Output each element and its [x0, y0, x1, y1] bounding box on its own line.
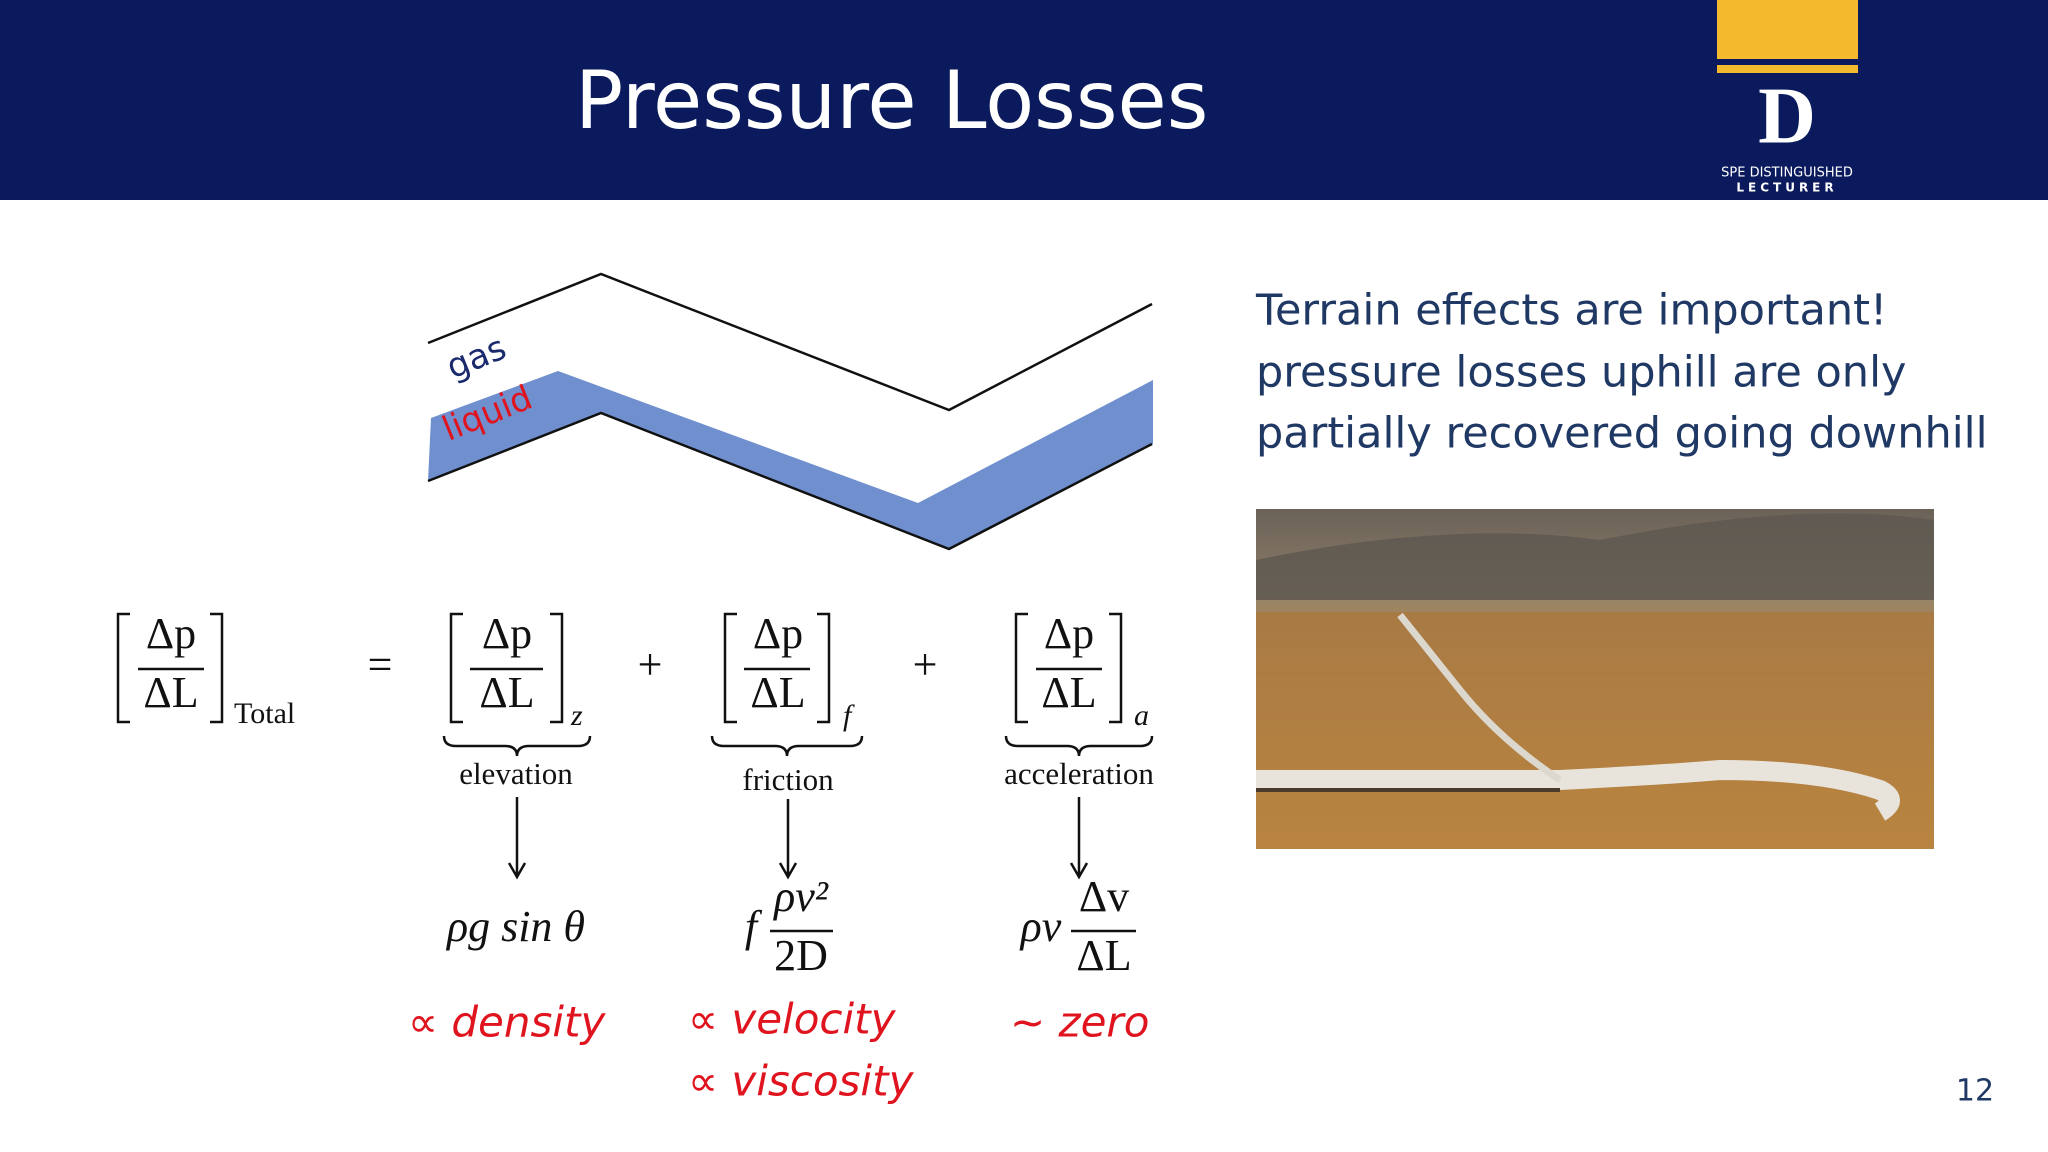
note: ∝ viscosity: [688, 1057, 915, 1106]
denominator: ΔL: [750, 668, 805, 717]
equals: =: [368, 640, 393, 689]
arrow: [507, 797, 527, 880]
slide-title: Pressure Losses: [575, 54, 1208, 147]
numerator: Δp: [753, 609, 803, 658]
side-text: partially recovered going downhill: [1256, 409, 1988, 459]
bracket: [723, 612, 831, 724]
bracket: [116, 612, 224, 724]
arrow: [1069, 797, 1089, 880]
subscript: Total: [234, 697, 295, 730]
brace: [710, 735, 864, 757]
denominator: ΔL: [143, 668, 198, 717]
expression-denominator: 2D: [774, 931, 828, 980]
term-label: elevation: [459, 756, 573, 791]
bracket: [449, 612, 564, 724]
expression: ρg sin θ: [445, 902, 585, 951]
subscript: a: [1134, 699, 1149, 732]
expression-prefix: f: [745, 902, 763, 951]
brace: [442, 735, 592, 757]
pipeline-photo: [1256, 509, 1934, 849]
liquid-layer: [428, 371, 1153, 549]
expression-prefix: ρv: [1019, 902, 1062, 951]
plus: +: [638, 640, 663, 689]
plus: +: [913, 640, 938, 689]
denominator: ΔL: [479, 668, 534, 717]
numerator: Δp: [482, 609, 532, 658]
numerator: Δp: [1044, 609, 1094, 658]
pipe-top: [427, 272, 1153, 412]
gas-label: gas: [441, 328, 512, 388]
logo-stripe: [1717, 65, 1858, 73]
side-text: Terrain effects are important!: [1255, 286, 1887, 336]
subscript: f: [843, 699, 855, 732]
note: ~ zero: [1010, 998, 1149, 1047]
numerator: Δp: [146, 609, 196, 658]
logo-text: LECTURER: [1736, 181, 1837, 195]
logo-letter: D: [1758, 72, 1816, 160]
logo-text: SPE DISTINGUISHED: [1721, 166, 1853, 181]
arrow: [778, 799, 798, 880]
expression-denominator: ΔL: [1076, 931, 1131, 980]
page-number: 12: [1956, 1074, 1994, 1109]
denominator: ΔL: [1041, 668, 1096, 717]
bracket: [1014, 612, 1123, 724]
side-text: pressure losses uphill are only: [1256, 348, 1906, 398]
note: ∝ density: [408, 998, 606, 1047]
expression-numerator: Δv: [1079, 872, 1129, 921]
note: ∝ velocity: [688, 995, 897, 1044]
header-bar: [0, 0, 2048, 200]
term-label: friction: [742, 762, 834, 797]
subscript: z: [570, 699, 583, 732]
term-label: acceleration: [1004, 756, 1154, 791]
pipe-bottom: [427, 411, 1153, 551]
logo-block: [1717, 0, 1858, 59]
expression-numerator: ρv²: [772, 872, 829, 921]
brace: [1004, 735, 1154, 757]
